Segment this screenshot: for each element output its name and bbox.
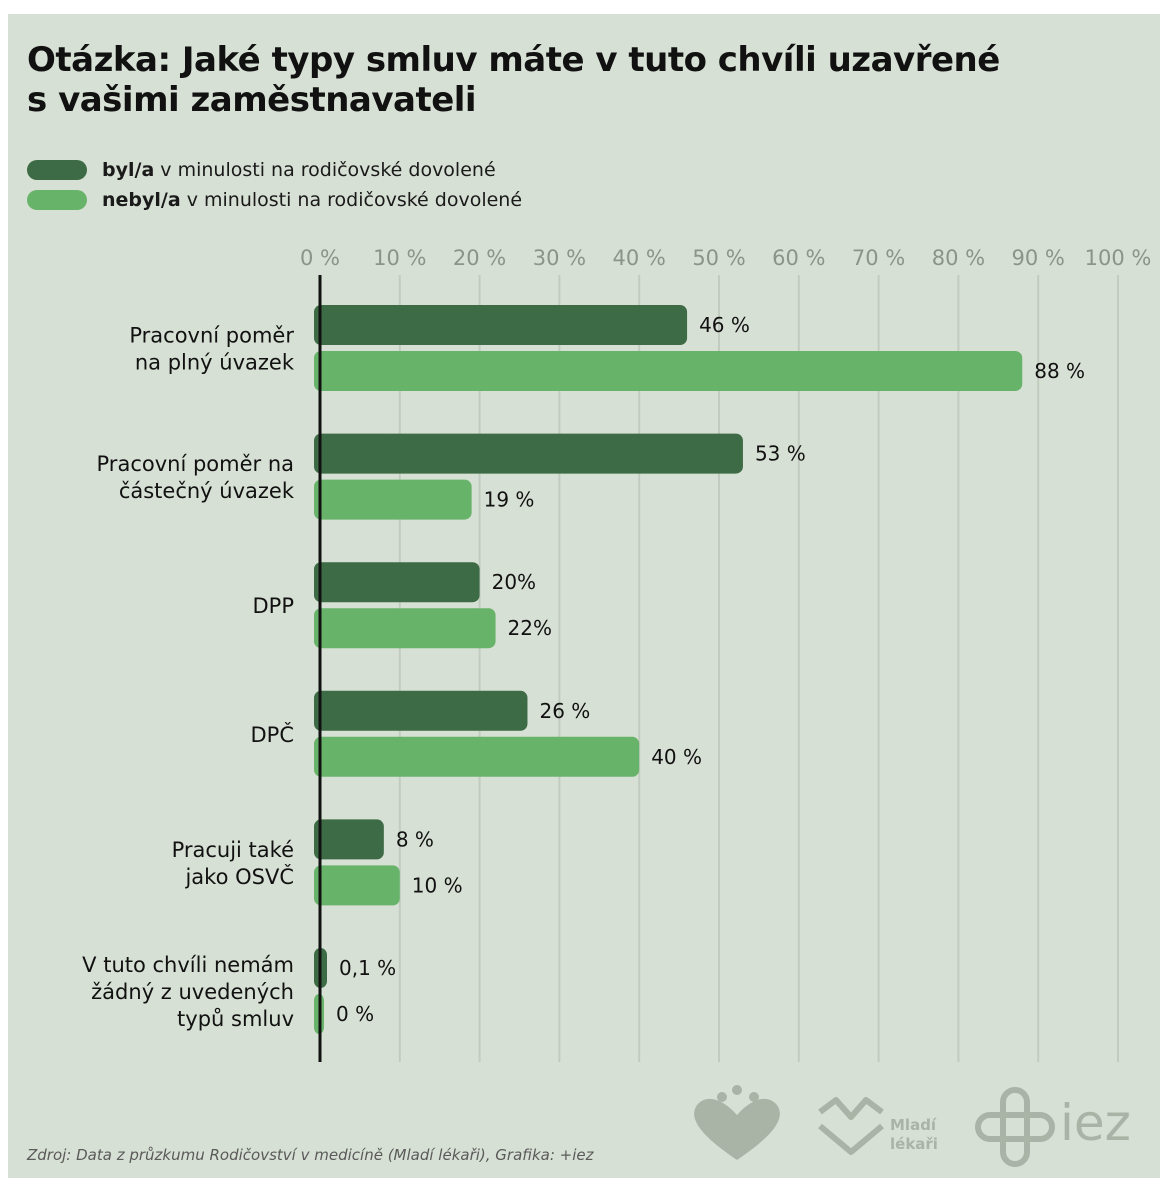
legend-item-byl: byl/a v minulosti na rodičovské dovolené [27,155,522,185]
legend-label-nebyl: nebyl/a v minulosti na rodičovské dovole… [102,189,523,211]
category-label: DPČ [251,722,295,747]
iez-plus-logo-icon [975,1087,1055,1167]
data-label: 20% [492,570,536,594]
legend-item-nebyl: nebyl/a v minulosti na rodičovské dovole… [27,185,522,215]
data-label: 53 % [755,442,806,466]
category-label: Pracuji také [172,838,294,862]
bar [314,305,688,345]
bar [314,562,480,603]
bar [314,608,496,649]
category-label: žádný z uvedených [91,980,294,1004]
legend-label-byl: byl/a v minulosti na rodičovské dovolené [102,159,496,181]
data-label: 26 % [539,699,590,723]
source-note: Zdroj: Data z průzkumu Rodičovství v med… [27,1146,594,1164]
bar [314,690,528,731]
heart-family-logo-icon [694,1085,780,1160]
data-label: 10 % [412,873,463,897]
category-label: částečný úvazek [119,479,295,503]
data-label: 0 % [336,1002,374,1026]
data-label: 0,1 % [339,956,396,980]
data-label: 46 % [699,313,750,337]
legend: byl/a v minulosti na rodičovské dovolené… [27,155,522,215]
data-label: 88 % [1034,359,1085,383]
x-tick-label: 40 % [613,246,666,270]
x-tick-label: 80 % [932,246,985,270]
bar [314,736,640,777]
bar [314,819,384,860]
chart-title: Otázka: Jaké typy smluv máte v tuto chví… [27,40,1127,120]
x-tick-label: 100 % [1085,246,1152,270]
legend-swatch-byl [27,160,87,180]
category-label: typů smluv [177,1007,294,1031]
data-label: 22% [508,616,552,640]
x-tick-label: 20 % [453,246,506,270]
category-label: Pracovní poměr [129,324,294,348]
mladi-lekari-text-1: Mladí [890,1116,937,1134]
x-tick-label: 0 % [300,246,340,270]
bar [314,479,472,520]
category-label: DPP [253,594,295,618]
x-tick-label: 90 % [1012,246,1065,270]
mladi-lekari-text-2: lékaři [890,1135,938,1153]
category-label: na plný úvazek [135,351,295,375]
data-label: 19 % [484,488,535,512]
x-tick-label: 60 % [772,246,825,270]
x-tick-label: 50 % [692,246,745,270]
x-tick-label: 70 % [852,246,905,270]
x-tick-label: 30 % [533,246,586,270]
category-label: V tuto chvíli nemám [82,953,294,977]
title-line-1: Otázka: Jaké typy smluv máte v tuto chví… [27,40,1000,80]
category-label: Pracovní poměr na [97,452,294,476]
legend-swatch-nebyl [27,190,87,210]
data-label: 40 % [651,745,702,769]
mladi-lekari-logo-icon [818,1097,884,1155]
bar [314,865,400,906]
chart-panel [8,14,1160,1178]
x-tick-label: 10 % [373,246,426,270]
bar [314,351,1023,391]
category-label: jako OSVČ [184,864,294,889]
bar [314,433,743,474]
data-label: 8 % [396,827,434,851]
title-line-2: s vašimi zaměstnavateli [27,80,477,120]
iez-logo-text: iez [1060,1094,1131,1152]
